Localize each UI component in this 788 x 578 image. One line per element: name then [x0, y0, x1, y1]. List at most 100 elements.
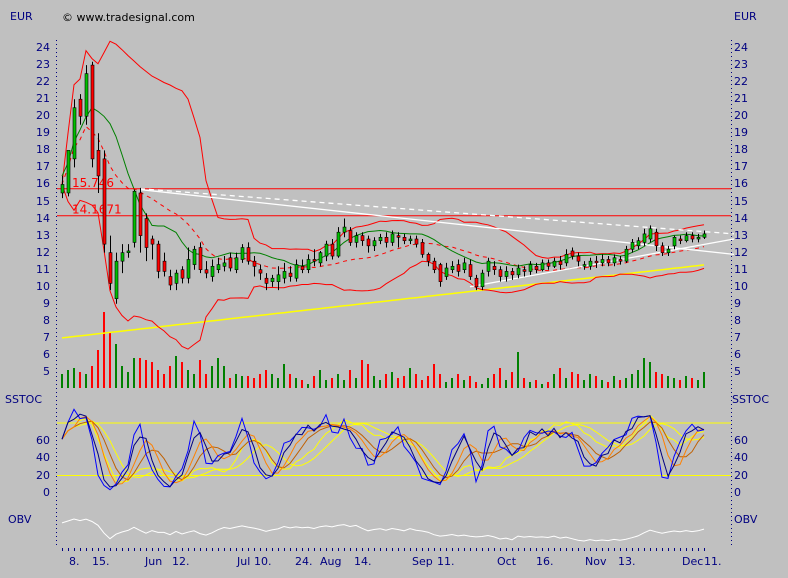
- volume-bar: [193, 374, 195, 388]
- candle-body: [426, 254, 431, 262]
- sstoc-tick-label-right: 20: [734, 468, 748, 482]
- axis-tick-left: [56, 456, 57, 457]
- axis-tick-left: [56, 352, 57, 353]
- axis-tick-right: [731, 112, 732, 113]
- x-axis-tick: [278, 548, 279, 551]
- candle-body: [522, 269, 527, 272]
- volume-bar: [271, 374, 273, 388]
- volume-bar: [205, 374, 207, 388]
- copyright-text: © www.tradesignal.com: [62, 11, 195, 24]
- volume-bar: [187, 370, 189, 388]
- x-axis-tick: [374, 548, 375, 551]
- price-tick-label-left: 13: [36, 228, 50, 242]
- axis-tick-right: [731, 140, 732, 141]
- axis-tick-left: [56, 288, 57, 289]
- x-axis-tick: [320, 548, 321, 551]
- axis-tick-right: [731, 392, 732, 393]
- candle-body: [690, 235, 695, 240]
- axis-tick-right: [731, 44, 732, 45]
- axis-tick-left: [56, 540, 57, 541]
- candle-body: [348, 230, 353, 243]
- axis-tick-left: [56, 544, 57, 545]
- x-axis-tick: [194, 548, 195, 551]
- axis-tick-right: [731, 412, 732, 413]
- axis-tick-left: [56, 480, 57, 481]
- volume-bar: [697, 380, 699, 388]
- axis-tick-left: [56, 60, 57, 61]
- candle-body: [228, 257, 233, 269]
- price-tick-label-left: 15: [36, 194, 50, 208]
- x-axis-tick: [482, 548, 483, 551]
- axis-tick-right: [731, 444, 732, 445]
- volume-bar: [541, 384, 543, 388]
- candle-body: [612, 257, 617, 264]
- axis-tick-left: [56, 148, 57, 149]
- axis-tick-right: [731, 312, 732, 313]
- price-tick-label-left: 6: [43, 347, 50, 361]
- axis-tick-left: [56, 356, 57, 357]
- axis-tick-right: [731, 136, 732, 137]
- axis-tick-left: [56, 184, 57, 185]
- axis-tick-right: [731, 352, 732, 353]
- x-axis-tick: [128, 548, 129, 551]
- axis-tick-left: [56, 268, 57, 269]
- x-axis-tick: [668, 548, 669, 551]
- volume-bar: [523, 378, 525, 388]
- candle-body: [102, 158, 107, 245]
- candle-body: [360, 235, 365, 242]
- sstoc-d-line: [61, 415, 705, 485]
- candle-body: [558, 260, 563, 265]
- x-axis-tick: [704, 548, 705, 551]
- currency-label-left: EUR: [10, 10, 33, 23]
- price-tick-label-left: 5: [43, 365, 50, 378]
- candle-body: [174, 272, 179, 284]
- volume-bar: [625, 378, 627, 388]
- axis-tick-left: [56, 308, 57, 309]
- axis-tick-right: [731, 220, 732, 221]
- axis-tick-right: [731, 464, 732, 465]
- candle-body: [600, 259, 605, 264]
- volume-bar: [283, 364, 285, 388]
- candle-body: [120, 252, 125, 262]
- x-axis-tick: [314, 548, 315, 551]
- candle-body: [138, 192, 143, 236]
- axis-tick-right: [731, 64, 732, 65]
- x-axis-tick: [404, 548, 405, 551]
- volume-bar: [127, 372, 129, 388]
- volume-bar: [223, 366, 225, 388]
- volume-bar: [277, 378, 279, 388]
- candle-body: [126, 250, 131, 253]
- axis-tick-right: [731, 128, 732, 129]
- candle-body: [204, 269, 209, 274]
- axis-tick-right: [731, 484, 732, 485]
- trendline: [139, 188, 735, 256]
- candle-body: [300, 265, 305, 271]
- trendline: [139, 188, 735, 235]
- axis-tick-right: [731, 160, 732, 161]
- axis-tick-right: [731, 456, 732, 457]
- axis-tick-right: [731, 500, 732, 501]
- price-tick-label-left: 8: [43, 313, 50, 327]
- sstoc-label-right: SSTOC: [732, 393, 770, 406]
- axis-tick-left: [56, 320, 57, 321]
- x-axis-tick: [236, 548, 237, 551]
- axis-tick-right: [731, 360, 732, 361]
- axis-tick-left: [56, 188, 57, 189]
- x-tick-label: 24.: [295, 555, 313, 568]
- x-axis-tick: [698, 548, 699, 551]
- volume-bar: [553, 374, 555, 388]
- volume-bar: [547, 382, 549, 388]
- axis-tick-right: [731, 308, 732, 309]
- obv-label-right: OBV: [734, 513, 758, 526]
- x-axis-tick: [692, 548, 693, 551]
- x-axis-tick: [344, 548, 345, 551]
- x-axis-tick: [410, 548, 411, 551]
- candle-body: [60, 184, 65, 194]
- price-tick-label-right: 14: [734, 211, 748, 225]
- volume-bar: [253, 378, 255, 388]
- axis-tick-left: [56, 192, 57, 193]
- axis-tick-right: [731, 336, 732, 337]
- sstoc-tick-label-right: 60: [734, 433, 748, 447]
- axis-tick-left: [56, 144, 57, 145]
